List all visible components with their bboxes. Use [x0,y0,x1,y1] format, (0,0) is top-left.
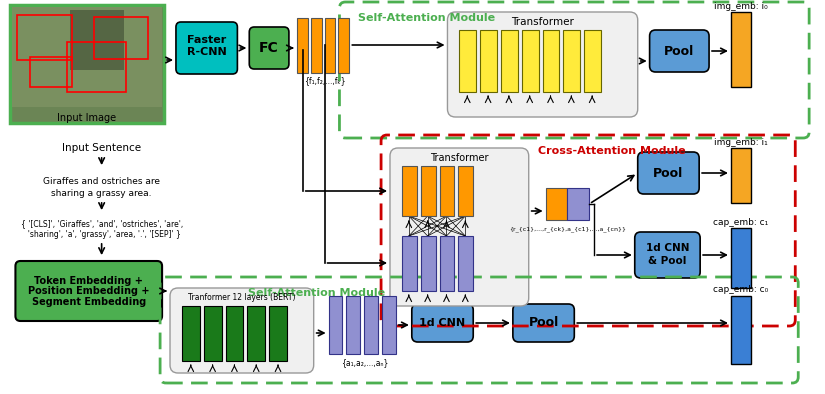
Bar [67,42,126,92]
Bar [421,236,436,291]
Bar [501,30,518,92]
Bar [297,18,308,73]
Bar [480,30,497,92]
FancyBboxPatch shape [249,27,289,69]
Text: Cross-Attention Module: Cross-Attention Module [538,146,686,156]
Text: Token Embedding +: Token Embedding + [35,276,144,286]
FancyBboxPatch shape [513,304,574,342]
Text: cap_emb: c₀: cap_emb: c₀ [713,286,768,294]
Bar [402,236,417,291]
Text: Pool: Pool [529,316,559,329]
Text: 1d CNN: 1d CNN [419,318,465,328]
Text: Transformer: Transformer [512,17,574,27]
Bar [338,18,349,73]
Text: Input Image: Input Image [57,113,116,123]
FancyBboxPatch shape [170,288,314,373]
Text: Tranformer 12 layers (BERT): Tranformer 12 layers (BERT) [187,294,295,303]
Bar [440,236,455,291]
Text: cap_emb: c₁: cap_emb: c₁ [713,217,768,227]
Text: { '[CLS]', 'Giraffes', 'and', 'ostriches', 'are',: { '[CLS]', 'Giraffes', 'and', 'ostriches… [21,219,183,229]
Bar [94,17,148,59]
Text: Giraffes and ostriches are: Giraffes and ostriches are [43,177,160,186]
Text: Self-Attention Module: Self-Attention Module [248,288,385,298]
Text: {r_{c1},...,r_{ck},a_{c1},...,a_{cn}}: {r_{c1},...,r_{ck},a_{c1},...,a_{cn}} [509,226,626,232]
Text: Transformer: Transformer [430,153,488,163]
Text: Pool: Pool [653,167,684,180]
Bar [521,30,539,92]
FancyBboxPatch shape [638,152,699,194]
Bar [31,57,72,87]
FancyBboxPatch shape [649,30,709,72]
Bar [460,30,476,92]
FancyBboxPatch shape [412,304,474,342]
Bar [17,15,72,60]
Text: FC: FC [259,41,279,55]
FancyBboxPatch shape [634,232,700,278]
Bar [11,5,164,123]
Text: Position Embedding +: Position Embedding + [28,286,149,296]
FancyBboxPatch shape [447,12,638,117]
Bar [584,30,601,92]
Bar [421,166,436,216]
Bar [204,306,222,361]
Bar [731,12,751,87]
Bar [545,188,568,220]
Text: 1d CNN: 1d CNN [646,243,689,253]
Bar [731,148,751,203]
Bar [382,296,396,354]
Text: img_emb: i₁: img_emb: i₁ [714,138,767,147]
Bar [440,166,455,216]
Text: {a₁,a₂,...,aₙ}: {a₁,a₂,...,aₙ} [341,359,388,368]
Text: sharing a grassy area.: sharing a grassy area. [51,188,152,197]
Bar [346,296,361,354]
Bar [248,306,265,361]
Bar [70,10,125,70]
Text: Pool: Pool [664,45,695,58]
Text: {f₁,f₂,...,fₖ}: {f₁,f₂,...,fₖ} [304,76,346,85]
Text: Input Sentence: Input Sentence [62,143,141,153]
Bar [459,236,474,291]
FancyBboxPatch shape [176,22,238,74]
Bar [543,30,559,92]
Text: img_emb: i₀: img_emb: i₀ [714,2,767,11]
Bar [402,166,417,216]
FancyBboxPatch shape [16,261,162,321]
Bar [328,296,342,354]
Text: & Pool: & Pool [648,256,686,266]
Text: R-CNN: R-CNN [186,47,227,57]
Bar [225,306,243,361]
Bar [324,18,336,73]
Bar [311,18,322,73]
Bar [731,296,751,364]
Text: Self-Attention Module: Self-Attention Module [358,13,495,23]
Bar [563,30,580,92]
Text: Segment Embedding: Segment Embedding [31,297,146,307]
Bar [364,296,378,354]
Bar [182,306,200,361]
Bar [568,188,589,220]
Text: Faster: Faster [187,35,226,45]
Bar [12,7,162,107]
FancyBboxPatch shape [390,148,529,306]
Bar [731,228,751,288]
Bar [269,306,287,361]
Bar [459,166,474,216]
Text: 'sharing', 'a', 'grassy', 'area, '.', '[SEP]' }: 'sharing', 'a', 'grassy', 'area, '.', '[… [23,229,181,238]
